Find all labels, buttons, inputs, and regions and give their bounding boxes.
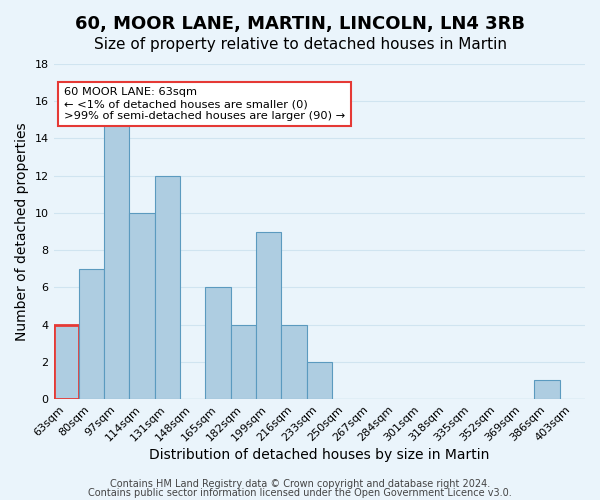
Bar <box>53 324 79 399</box>
Bar <box>230 324 256 399</box>
Text: Size of property relative to detached houses in Martin: Size of property relative to detached ho… <box>94 38 506 52</box>
X-axis label: Distribution of detached houses by size in Martin: Distribution of detached houses by size … <box>149 448 490 462</box>
Text: 60 MOOR LANE: 63sqm
← <1% of detached houses are smaller (0)
>99% of semi-detach: 60 MOOR LANE: 63sqm ← <1% of detached ho… <box>64 88 345 120</box>
Y-axis label: Number of detached properties: Number of detached properties <box>15 122 29 341</box>
Bar <box>130 213 155 399</box>
Text: Contains public sector information licensed under the Open Government Licence v3: Contains public sector information licen… <box>88 488 512 498</box>
Bar <box>535 380 560 399</box>
Bar <box>281 324 307 399</box>
Bar <box>307 362 332 399</box>
Bar <box>79 269 104 399</box>
Text: 60, MOOR LANE, MARTIN, LINCOLN, LN4 3RB: 60, MOOR LANE, MARTIN, LINCOLN, LN4 3RB <box>75 15 525 33</box>
Bar <box>256 232 281 399</box>
Bar <box>155 176 180 399</box>
Bar <box>104 120 130 399</box>
Bar <box>205 288 230 399</box>
Text: Contains HM Land Registry data © Crown copyright and database right 2024.: Contains HM Land Registry data © Crown c… <box>110 479 490 489</box>
